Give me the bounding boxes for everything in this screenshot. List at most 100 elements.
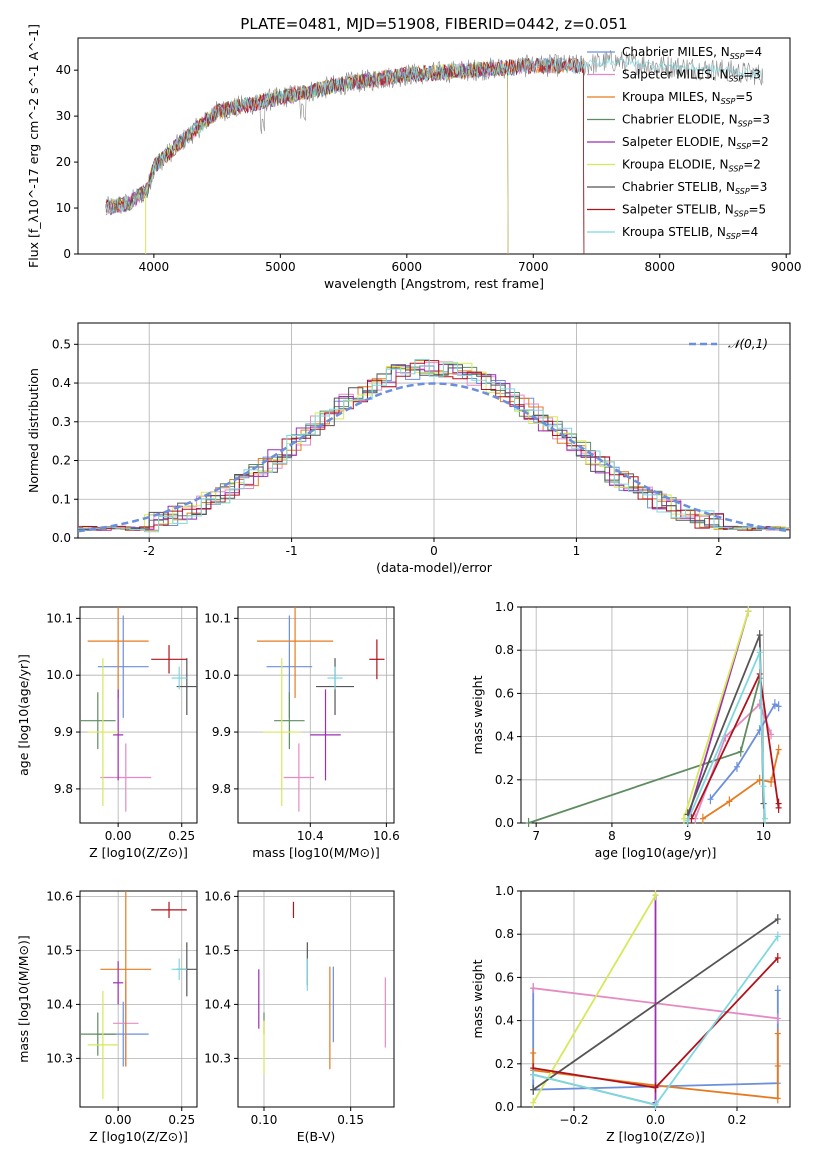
weight-line-kroupa-elodie xyxy=(680,606,752,824)
x-axis-label: (data-model)/error xyxy=(376,560,493,575)
y-tick-label: 10.5 xyxy=(46,943,73,957)
spectrum-lines xyxy=(105,50,764,254)
y-axis-label: mass weight xyxy=(470,675,485,754)
legend-label-tail: =2 xyxy=(751,135,769,149)
residuals-panel: -2 -1 0 1 2 0.0 0.1 0.2 0.3 0.4 0.5 (data-model)/er… xyxy=(26,322,791,575)
legend-label-main: Salpeter ELODIE, N xyxy=(622,135,736,149)
legend-label-chabrier-miles: Chabrier MILES, NSSP=4 xyxy=(622,45,762,61)
legend-label-tail: =4 xyxy=(741,225,759,239)
y-tick-label: 10.4 xyxy=(204,997,231,1011)
y-tick-label: 0.3 xyxy=(52,415,71,429)
x-tick-label: 0 xyxy=(430,544,438,558)
mass-vs-ebv-points xyxy=(258,901,386,1075)
y-axis-label: Flux [f_λ10^-17 erg cm^-2 s^-1 A^-1] xyxy=(26,24,41,268)
x-tick-label: -2 xyxy=(143,544,155,558)
x-tick-label: 9 xyxy=(684,829,692,843)
errorbar-kroupa-stelib xyxy=(171,666,187,690)
x-tick-label: 1 xyxy=(573,544,581,558)
y-tick-label: 0.4 xyxy=(495,1014,514,1028)
errorbar-chabrier-elodie xyxy=(274,692,305,750)
spectrum-panel: 4000 5000 6000 7000 8000 9000 0 10 20 30 40 wavelen… xyxy=(26,24,801,291)
errorbar-chabrier-stelib xyxy=(176,658,197,715)
weight-line-path xyxy=(683,611,750,819)
x-tick-label: 0.10 xyxy=(251,1113,278,1127)
y-tick-label: 0.0 xyxy=(52,531,71,545)
legend-label-main: Kroupa ELODIE, N xyxy=(622,158,729,172)
x-tick-label: 10.6 xyxy=(373,829,400,843)
legend-label-salpeter-elodie: Salpeter ELODIE, NSSP=2 xyxy=(622,135,769,151)
errorbar-chabrier-elodie xyxy=(80,1012,116,1056)
legend-label-subscript: SSP xyxy=(735,187,750,196)
figure-title: PLATE=0481, MJD=51908, FIBERID=0442, z=0… xyxy=(240,15,627,33)
legend-label-chabrier-elodie: Chabrier ELODIE, NSSP=3 xyxy=(622,113,770,129)
errorbar-kroupa-miles xyxy=(257,607,334,698)
legend-label-main: Kroupa STELIB, N xyxy=(622,225,726,239)
legend-label-main: Kroupa MILES, N xyxy=(622,90,721,104)
y-tick-label: 10.3 xyxy=(204,1051,231,1065)
age-vs-Z-points xyxy=(80,607,197,812)
errorbar-kroupa-elodie xyxy=(87,990,119,1099)
legend-label-subscript: SSP xyxy=(721,97,736,106)
legend-label-salpeter-miles: Salpeter MILES, NSSP=3 xyxy=(622,68,761,84)
age-vs-mass-points xyxy=(257,607,385,812)
y-tick-label: 0.2 xyxy=(52,454,71,468)
x-axis-label: mass [log10(M/M⊙)] xyxy=(252,845,380,860)
y-tick-label: 0.2 xyxy=(495,773,514,787)
y-tick-label: 10.6 xyxy=(46,889,73,903)
x-tick-label: 5000 xyxy=(265,260,296,274)
plot-layer: 4000 5000 6000 7000 8000 9000010203040wavelen… xyxy=(16,24,801,1144)
errorbar-salpeter-stelib xyxy=(151,901,187,918)
legend-label-main: Chabrier STELIB, N xyxy=(622,180,735,194)
legend-label-main: Salpeter STELIB, N xyxy=(622,203,734,217)
y-axis-label: age [log10(age/yr)] xyxy=(16,654,31,776)
y-tick-label: 1.0 xyxy=(495,600,514,614)
y-tick-label: 0.8 xyxy=(495,643,514,657)
x-tick-label: 6000 xyxy=(392,260,423,274)
errorbar-kroupa-elodie xyxy=(87,658,119,806)
spectrum-legend: Chabrier MILES, NSSP=4 Salpeter MILES, NS… xyxy=(587,45,770,241)
y-tick-label: 0.4 xyxy=(495,730,514,744)
axes-frame xyxy=(79,606,198,824)
legend-label-salpeter-stelib: Salpeter STELIB, NSSP=5 xyxy=(622,203,766,219)
errorbar-chabrier-elodie xyxy=(80,692,116,750)
x-tick-label: 7000 xyxy=(518,260,549,274)
weight-line-kroupa-stelib xyxy=(684,647,768,826)
histogram-salpeter-stelib xyxy=(78,360,790,531)
mass-vs-ebv-panel: 0.10 0.15 10.3 10.4 10.5 10.6 E(B-V) xyxy=(204,889,395,1144)
y-tick-label: 10.0 xyxy=(204,668,231,682)
legend-label-kroupa-miles: Kroupa MILES, NSSP=5 xyxy=(622,90,753,106)
weight-vs-Z-panel: −0.2 0.0 0.2 0.0 0.2 0.4 0.6 0.8 1.0 Z [log10(Z/Z… xyxy=(470,884,791,1144)
legend-label-chabrier-stelib: Chabrier STELIB, NSSP=3 xyxy=(622,180,767,196)
y-tick-label: 0.8 xyxy=(495,927,514,941)
x-tick-label: 8000 xyxy=(644,260,675,274)
axes-frame xyxy=(77,322,791,539)
x-axis-label: Z [log10(Z/Z⊙)] xyxy=(89,1129,188,1144)
axes-frame xyxy=(77,37,791,255)
x-axis-label: wavelength [Angstrom, rest frame] xyxy=(324,276,544,291)
y-tick-label: 1.0 xyxy=(495,884,514,898)
y-tick-label: 9.9 xyxy=(212,725,231,739)
legend-label-tail: =2 xyxy=(743,158,761,172)
x-tick-label: 0.25 xyxy=(168,829,195,843)
x-tick-label: 0.0 xyxy=(646,1113,665,1127)
x-tick-label: 0.00 xyxy=(105,1113,132,1127)
legend-label-tail: =4 xyxy=(744,45,762,59)
y-tick-label: 9.8 xyxy=(54,782,73,796)
y-tick-label: 10.1 xyxy=(204,611,231,625)
x-tick-label: -1 xyxy=(286,544,298,558)
y-tick-label: 40 xyxy=(56,63,71,77)
legend-label-tail: =3 xyxy=(750,180,768,194)
weight-line-chabrier-miles xyxy=(707,699,782,805)
weight-line-path xyxy=(532,918,779,1091)
y-tick-label: 10.0 xyxy=(46,668,73,682)
x-tick-label: 10.4 xyxy=(297,829,324,843)
errorbar-kroupa-stelib xyxy=(171,958,187,981)
legend-label-subscript: SSP xyxy=(729,165,744,174)
y-tick-label: 10.1 xyxy=(46,611,73,625)
y-tick-label: 9.9 xyxy=(54,725,73,739)
legend-label-subscript: SSP xyxy=(736,142,751,151)
y-tick-label: 30 xyxy=(56,109,71,123)
y-tick-label: 10.3 xyxy=(46,1051,73,1065)
errorbar-kroupa-miles xyxy=(87,607,149,698)
